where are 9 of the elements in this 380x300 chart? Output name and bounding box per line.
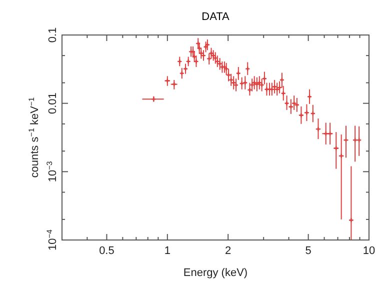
x-tick-label: 1 — [164, 245, 170, 257]
y-tick-label: 0.1 — [47, 27, 59, 43]
x-tick-label: 10 — [362, 245, 376, 257]
x-axis-title: Energy (keV) — [183, 267, 248, 279]
chart-title: DATA — [202, 11, 230, 23]
y-tick-label: 0.01 — [47, 92, 59, 114]
x-tick-label: 5 — [305, 245, 312, 257]
x-tick-label: 2 — [225, 245, 232, 257]
x-tick-label: 0.5 — [99, 245, 114, 257]
